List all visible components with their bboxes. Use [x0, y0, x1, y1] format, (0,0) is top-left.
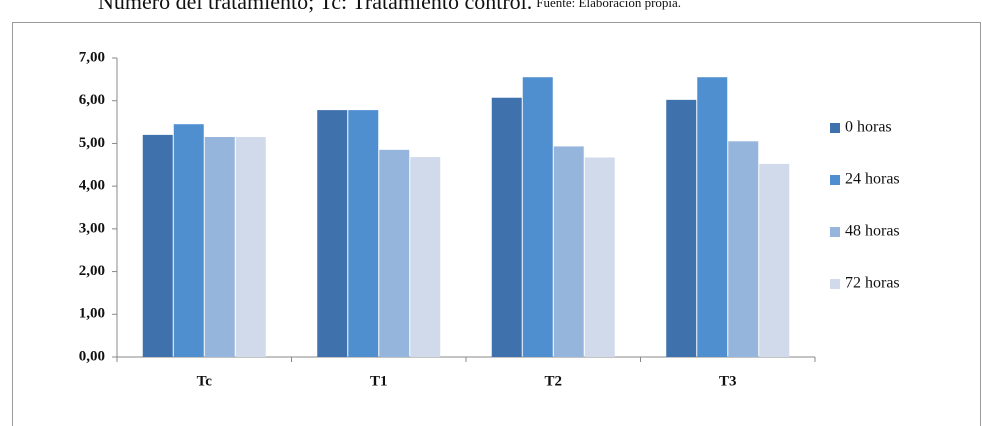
y-tick-label: 4,00: [79, 178, 105, 194]
legend-swatch: [830, 175, 840, 185]
legend-label: 48 horas: [845, 223, 900, 240]
caption: Número del tratamiento; Tc: Tratamiento …: [98, 0, 681, 14]
bar: [204, 137, 235, 357]
source-text: Fuente: Elaboración propia.: [536, 0, 681, 10]
bar: [728, 141, 759, 357]
chart-frame: [12, 22, 981, 426]
legend-label: 0 horas: [845, 119, 892, 136]
legend-label: 72 horas: [845, 275, 900, 292]
y-tick-label: 1,00: [79, 306, 105, 322]
bar: [173, 124, 204, 357]
caption-text: Número del tratamiento; Tc: Tratamiento …: [98, 0, 532, 14]
bar: [759, 163, 790, 357]
bar: [142, 134, 173, 357]
bar: [522, 77, 553, 357]
legend-swatch: [830, 227, 840, 237]
bar: [553, 146, 584, 357]
y-tick-label: 6,00: [79, 92, 105, 108]
bar: [379, 149, 410, 357]
legend-label: 24 horas: [845, 171, 900, 188]
y-tick-label: 7,00: [79, 49, 105, 65]
bar: [317, 110, 348, 358]
bar: [666, 99, 697, 358]
x-tick-label: T1: [370, 373, 388, 389]
bar: [697, 77, 728, 357]
y-tick-label: 5,00: [79, 135, 105, 151]
bar: [491, 97, 522, 357]
y-tick-label: 3,00: [79, 220, 105, 236]
bar: [584, 157, 615, 357]
x-tick-label: T3: [719, 373, 737, 389]
y-tick-label: 2,00: [79, 263, 105, 279]
legend-swatch: [830, 123, 840, 133]
bar: [410, 157, 441, 357]
legend-swatch: [830, 279, 840, 289]
x-tick-label: Tc: [197, 373, 213, 389]
y-tick-label: 0,00: [79, 348, 105, 364]
x-tick-label: T2: [544, 373, 562, 389]
bar: [235, 137, 266, 357]
bar: [348, 110, 379, 358]
